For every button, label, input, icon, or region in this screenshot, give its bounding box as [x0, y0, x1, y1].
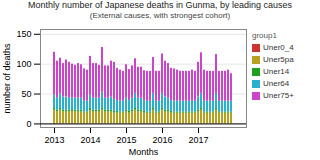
svg-text:number of deaths: number of deaths [2, 43, 12, 114]
html-text:Monthly number of Japanese dea: Monthly number of Japanese deaths in Gun… [27, 0, 293, 10]
svg-text:2017: 2017 [188, 135, 208, 145]
svg-text:2014: 2014 [80, 135, 100, 145]
html-text:Uner14: Uner14 [263, 67, 290, 76]
svg-text:0: 0 [26, 119, 31, 129]
html-text:(External causes, with stronge: (External causes, with strongest cohort) [89, 11, 231, 20]
html-text:Uner0_4: Uner0_4 [263, 43, 294, 52]
svg-text:2016: 2016 [152, 135, 172, 145]
svg-text:2015: 2015 [116, 135, 136, 145]
html-text:Uner64: Uner64 [263, 79, 290, 88]
html-text:Uner5pa: Uner5pa [263, 55, 294, 64]
svg-text:100: 100 [16, 59, 31, 69]
svg-text:Months: Months [129, 147, 159, 157]
svg-text:2013: 2013 [44, 135, 64, 145]
svg-text:150: 150 [16, 29, 31, 39]
html-text:group1: group1 [252, 31, 277, 40]
html-text:Uner75+: Uner75+ [263, 91, 294, 100]
svg-text:50: 50 [21, 89, 31, 99]
